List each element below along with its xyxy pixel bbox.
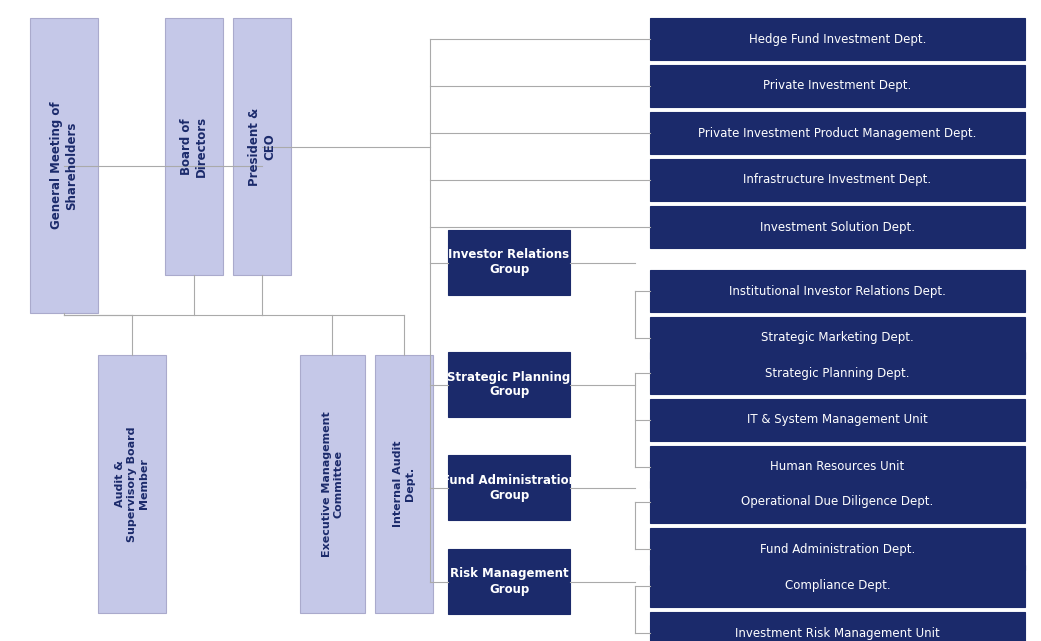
Text: Investor Relations
Group: Investor Relations Group — [449, 249, 569, 276]
Bar — [650, 446, 1025, 488]
Bar — [300, 355, 365, 613]
Text: Investment Solution Dept.: Investment Solution Dept. — [760, 221, 915, 233]
Bar — [448, 352, 570, 417]
Bar — [650, 528, 1025, 570]
Text: Fund Administration Dept.: Fund Administration Dept. — [760, 542, 915, 556]
Text: Risk Management
Group: Risk Management Group — [450, 567, 568, 595]
Bar — [448, 455, 570, 520]
Text: Strategic Planning Dept.: Strategic Planning Dept. — [765, 367, 910, 379]
Bar — [650, 352, 1025, 394]
Bar — [375, 355, 433, 613]
Text: Infrastructure Investment Dept.: Infrastructure Investment Dept. — [743, 174, 932, 187]
Text: Strategic Planning
Group: Strategic Planning Group — [448, 370, 570, 399]
Bar — [650, 206, 1025, 248]
Bar — [166, 18, 223, 275]
Text: Executive Management
Committee: Executive Management Committee — [322, 411, 344, 557]
Text: Compliance Dept.: Compliance Dept. — [785, 579, 890, 592]
Text: Hedge Fund Investment Dept.: Hedge Fund Investment Dept. — [748, 33, 926, 46]
Bar — [650, 159, 1025, 201]
Text: General Meeting of
Shareholders: General Meeting of Shareholders — [50, 102, 78, 229]
Bar — [98, 355, 166, 613]
Bar — [650, 612, 1025, 641]
Text: Audit &
Supervisory Board
Member: Audit & Supervisory Board Member — [116, 426, 149, 542]
Text: Institutional Investor Relations Dept.: Institutional Investor Relations Dept. — [729, 285, 946, 297]
Text: IT & System Management Unit: IT & System Management Unit — [747, 413, 928, 426]
Text: Internal Audit
Dept.: Internal Audit Dept. — [393, 441, 414, 528]
Bar — [650, 565, 1025, 607]
Text: President &
CEO: President & CEO — [248, 108, 276, 186]
Bar — [448, 549, 570, 614]
Bar — [448, 230, 570, 295]
Text: Private Investment Dept.: Private Investment Dept. — [763, 79, 912, 92]
Text: Fund Administration
Group: Fund Administration Group — [441, 474, 577, 501]
Bar — [650, 399, 1025, 441]
Text: Strategic Marketing Dept.: Strategic Marketing Dept. — [761, 331, 914, 344]
Bar — [650, 65, 1025, 107]
Bar — [30, 18, 98, 313]
Bar — [233, 18, 291, 275]
Text: Operational Due Diligence Dept.: Operational Due Diligence Dept. — [741, 495, 934, 508]
Bar — [650, 481, 1025, 523]
Text: Investment Risk Management Unit: Investment Risk Management Unit — [735, 626, 940, 640]
Text: Private Investment Product Management Dept.: Private Investment Product Management De… — [699, 126, 976, 140]
Bar — [650, 317, 1025, 359]
Text: Human Resources Unit: Human Resources Unit — [770, 460, 905, 474]
Bar — [650, 18, 1025, 60]
Bar — [650, 270, 1025, 312]
Bar — [650, 112, 1025, 154]
Text: Board of
Directors: Board of Directors — [180, 116, 208, 177]
